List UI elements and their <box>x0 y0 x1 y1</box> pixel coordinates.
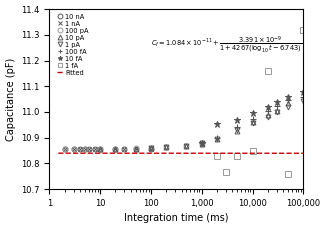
Y-axis label: Capacitance (pF): Capacitance (pF) <box>6 57 16 141</box>
Text: $C_f = 1.084\times10^{-11} + \dfrac{3.391\times10^{-9}}{1+4267(\log_{10}t-6.743): $C_f = 1.084\times10^{-11} + \dfrac{3.39… <box>151 35 302 55</box>
X-axis label: Integration time (ms): Integration time (ms) <box>124 213 229 224</box>
Legend: 10 nA, 1 nA, 100 pA, 10 pA, 1 pA, 100 fA, 10 fA, 1 fA, Fitted: 10 nA, 1 nA, 100 pA, 10 pA, 1 pA, 100 fA… <box>55 12 90 77</box>
